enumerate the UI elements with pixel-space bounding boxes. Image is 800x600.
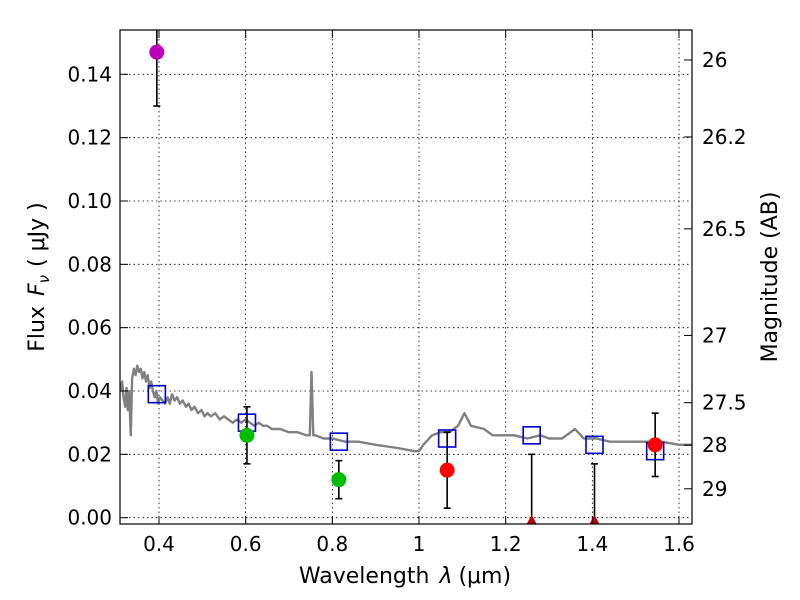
y-tick-label: 0.10 — [67, 189, 112, 213]
y-tick-label: 0.12 — [67, 126, 112, 150]
x-tick-label: 1.2 — [490, 532, 522, 556]
y-axis-right-label: Magnitude (AB) — [758, 192, 783, 363]
model-photometry-square — [522, 426, 541, 445]
x-tick-label: 1.4 — [576, 532, 608, 556]
magnitude-tick-label: 29 — [702, 477, 727, 501]
magnitude-tick-label: 26 — [702, 48, 727, 72]
upper-limit-marker — [526, 514, 537, 524]
y-tick-label: 0.06 — [67, 316, 112, 340]
plot-series — [120, 30, 692, 524]
grid — [120, 30, 692, 524]
y-axis-label: FluxFν( μJy ) — [25, 202, 53, 351]
magnitude-tick-label: 26.5 — [702, 217, 747, 241]
model-photometry-square — [329, 432, 349, 451]
x-tick-label: 1 — [413, 532, 426, 556]
axis-ticks: 0.4 0.6 0.8 1 1.2 1.4 1.6 0.00 0.02 0.04 0.06 0.08 0… — [67, 30, 747, 556]
x-tick-label: 1.6 — [663, 532, 695, 556]
observed-flux-point — [149, 44, 165, 60]
model-photometry-square — [437, 429, 457, 448]
plot-frame — [119, 29, 693, 525]
x-axis-label: Wavelength λ (μm) — [299, 564, 511, 589]
observed-flux-point — [331, 472, 347, 488]
x-tick-label: 0.8 — [316, 532, 348, 556]
observed-flux-point — [647, 437, 663, 453]
y-tick-label: 0.02 — [67, 442, 112, 466]
x-tick-label: 0.6 — [230, 532, 262, 556]
y-tick-label: 0.00 — [67, 506, 112, 530]
observed-flux-point — [239, 427, 255, 443]
y-tick-label: 0.04 — [67, 379, 112, 403]
magnitude-tick-label: 27 — [702, 323, 727, 347]
y-tick-label: 0.08 — [67, 252, 112, 276]
magnitude-tick-label: 28 — [702, 433, 727, 457]
model-photometry-square — [585, 435, 604, 455]
model-spectrum-line — [120, 364, 692, 453]
magnitude-tick-label: 27.5 — [702, 391, 747, 415]
y-tick-label: 0.14 — [67, 62, 112, 86]
x-tick-label: 0.4 — [143, 532, 175, 556]
observed-flux-point — [439, 462, 455, 478]
model-photometry-square — [147, 384, 167, 404]
magnitude-tick-label: 26.2 — [702, 125, 747, 149]
